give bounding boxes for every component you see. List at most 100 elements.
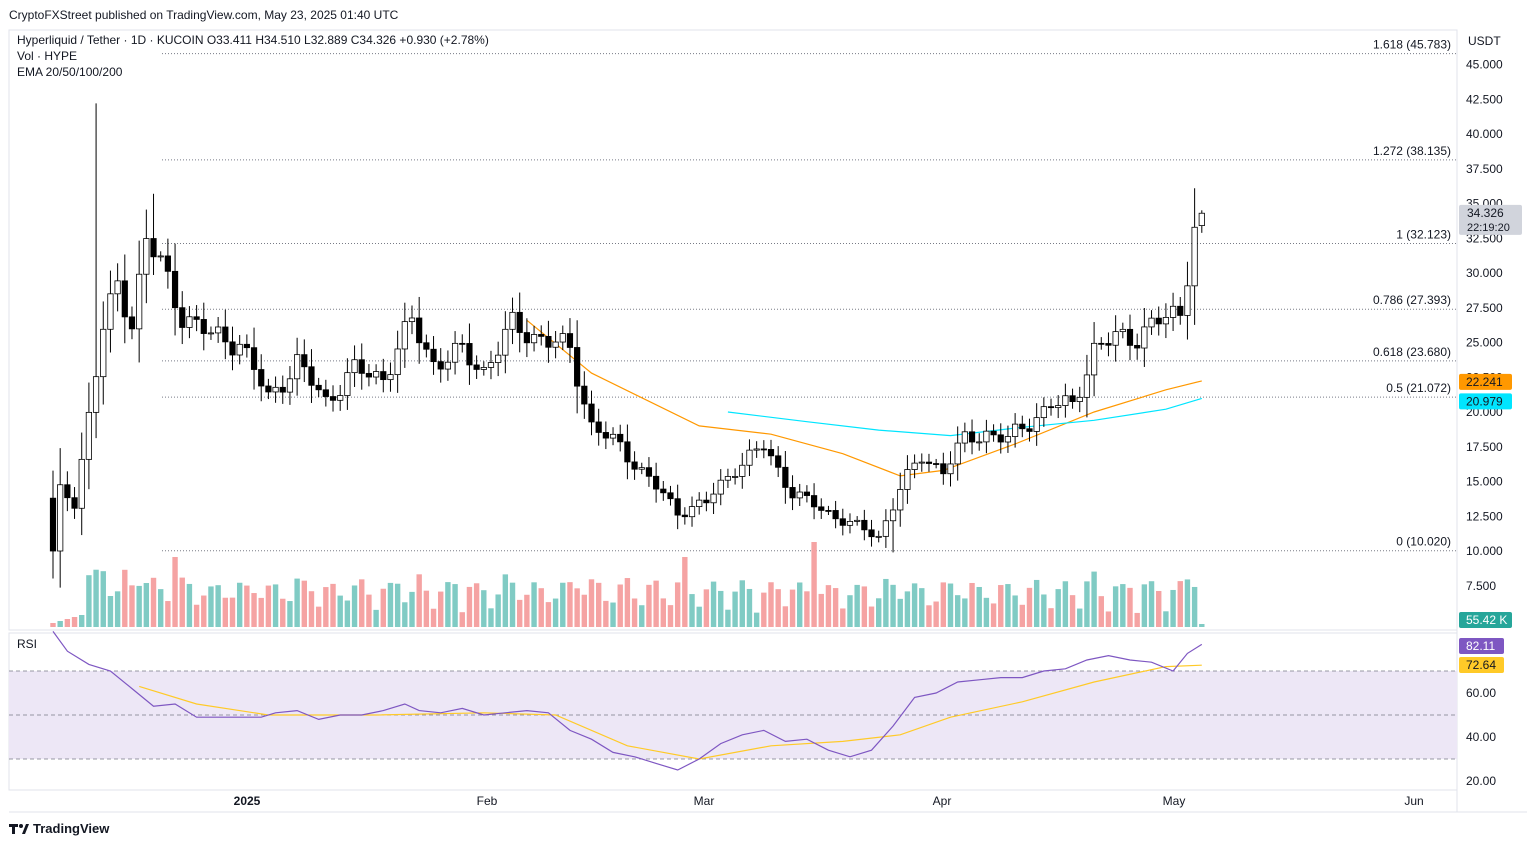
candle[interactable] xyxy=(904,455,911,504)
candle[interactable] xyxy=(724,468,732,488)
candle[interactable] xyxy=(703,491,710,512)
candle[interactable] xyxy=(976,433,983,451)
candle[interactable] xyxy=(818,498,825,519)
candle[interactable] xyxy=(430,336,437,375)
candle[interactable] xyxy=(1191,188,1198,325)
candle[interactable] xyxy=(796,483,803,506)
candle[interactable] xyxy=(638,462,645,475)
candle[interactable] xyxy=(530,325,538,352)
candle[interactable] xyxy=(1126,314,1134,361)
candle[interactable] xyxy=(688,496,696,527)
candle[interactable] xyxy=(681,507,688,525)
candle[interactable] xyxy=(128,306,136,340)
candle[interactable] xyxy=(739,452,746,489)
candle[interactable] xyxy=(559,325,566,351)
candle[interactable] xyxy=(250,327,258,390)
candle[interactable] xyxy=(1069,388,1076,409)
candle[interactable] xyxy=(889,498,897,553)
candle[interactable] xyxy=(502,311,509,374)
candle[interactable] xyxy=(480,361,487,376)
candle[interactable] xyxy=(258,354,265,402)
candle[interactable] xyxy=(854,516,861,526)
candle[interactable] xyxy=(114,263,121,312)
candle[interactable] xyxy=(1119,322,1126,339)
candle[interactable] xyxy=(997,423,1004,454)
candle[interactable] xyxy=(868,519,875,547)
candle[interactable] xyxy=(78,432,85,536)
candle[interactable] xyxy=(329,385,337,412)
candle[interactable] xyxy=(322,379,329,407)
candle[interactable] xyxy=(875,530,882,543)
candle[interactable] xyxy=(882,509,889,548)
candle[interactable] xyxy=(624,424,631,480)
candle[interactable] xyxy=(746,439,753,477)
candle[interactable] xyxy=(1076,386,1083,413)
candle[interactable] xyxy=(437,348,444,383)
candle[interactable] xyxy=(423,334,430,358)
candle[interactable] xyxy=(1033,403,1040,446)
candle[interactable] xyxy=(1134,333,1141,360)
candle[interactable] xyxy=(617,424,624,452)
candle[interactable] xyxy=(408,305,416,335)
candle[interactable] xyxy=(631,451,638,480)
candle[interactable] xyxy=(1012,413,1019,448)
candle[interactable] xyxy=(810,483,818,520)
ema-legend[interactable]: EMA 20/50/100/200 xyxy=(17,65,123,79)
candle[interactable] xyxy=(846,513,854,534)
candle[interactable] xyxy=(767,439,775,466)
candle[interactable] xyxy=(416,296,423,364)
candle[interactable] xyxy=(1141,307,1148,367)
candle[interactable] xyxy=(509,297,516,345)
candle[interactable] xyxy=(588,390,595,436)
rsi-value-tag[interactable] xyxy=(1459,638,1504,654)
candle[interactable] xyxy=(49,470,57,579)
candle[interactable] xyxy=(1198,210,1205,233)
symbol-legend[interactable]: Hyperliquid / Tether · 1D · KUCOIN O33.4… xyxy=(17,33,489,47)
candle[interactable] xyxy=(64,471,71,512)
candle[interactable] xyxy=(380,358,387,393)
candle[interactable] xyxy=(552,330,559,359)
candle[interactable] xyxy=(1040,397,1047,427)
candle[interactable] xyxy=(832,500,839,529)
candle[interactable] xyxy=(358,343,365,390)
candle[interactable] xyxy=(839,508,846,536)
candle[interactable] xyxy=(775,446,782,478)
candle[interactable] xyxy=(193,305,200,332)
candle[interactable] xyxy=(645,457,653,487)
candle[interactable] xyxy=(401,302,408,368)
candle[interactable] xyxy=(595,408,602,446)
ema-value-tag[interactable] xyxy=(1459,373,1512,390)
candle[interactable] xyxy=(1155,306,1162,336)
candle[interactable] xyxy=(753,441,760,458)
candle[interactable] xyxy=(164,238,171,289)
volume-value-tag[interactable] xyxy=(1459,612,1512,628)
candle[interactable] xyxy=(861,509,868,541)
candle[interactable] xyxy=(968,419,976,455)
candle[interactable] xyxy=(466,323,473,385)
candle[interactable] xyxy=(143,209,150,304)
candle[interactable] xyxy=(344,358,351,410)
candle[interactable] xyxy=(782,450,789,504)
candle[interactable] xyxy=(121,254,128,344)
current-price-tag[interactable] xyxy=(1459,204,1522,235)
candle[interactable] xyxy=(1026,418,1033,442)
volume-legend[interactable]: Vol · HYPE xyxy=(17,49,78,63)
candle[interactable] xyxy=(207,326,215,340)
candle[interactable] xyxy=(696,492,703,515)
candle[interactable] xyxy=(495,341,502,377)
candle[interactable] xyxy=(1004,425,1012,453)
candle[interactable] xyxy=(961,422,968,453)
candle[interactable] xyxy=(911,454,918,479)
candle[interactable] xyxy=(150,193,157,275)
candle[interactable] xyxy=(516,292,523,353)
candle[interactable] xyxy=(667,485,674,506)
candle[interactable] xyxy=(523,318,530,358)
candle[interactable] xyxy=(444,350,452,381)
candle[interactable] xyxy=(933,458,940,469)
candle[interactable] xyxy=(566,318,574,363)
candle[interactable] xyxy=(372,364,380,385)
candle[interactable] xyxy=(574,320,581,414)
candle[interactable] xyxy=(897,472,904,527)
candle[interactable] xyxy=(1083,354,1091,418)
